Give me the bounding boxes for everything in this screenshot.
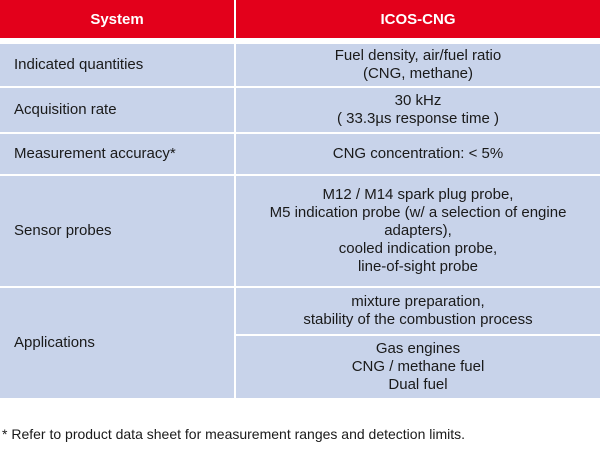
header-row: System ICOS-CNG [0,0,600,38]
value-line: CNG / methane fuel [351,358,485,375]
value-line: stability of the combustion process [303,311,533,328]
table-row: Indicated quantities Fuel density, air/f… [0,38,600,86]
value-line: Gas engines [375,340,461,357]
value-line: 30 kHz [394,92,442,109]
row-label: Acquisition rate [0,86,236,132]
value-line: adapters), [384,222,452,239]
value-line: Fuel density, air/fuel ratio [334,47,502,64]
header-product: ICOS-CNG [236,0,600,38]
value-line: mixture preparation, [351,293,485,310]
table-row: Gas engines CNG / methane fuel Dual fuel [0,334,600,398]
value-line: Dual fuel [388,376,448,393]
spec-table: System ICOS-CNG Indicated quantities Fue… [0,0,600,398]
row-value: Gas engines CNG / methane fuel Dual fuel [236,334,600,398]
value-line: M5 indication probe (w/ a selection of e… [269,204,567,221]
footnote: * Refer to product data sheet for measur… [2,426,466,442]
value-line: CNG concentration: < 5% [332,145,504,162]
table-row: Measurement accuracy* CNG concentration:… [0,132,600,174]
row-value: 30 kHz ( 33.3µs response time ) [236,86,600,132]
value-line: M12 / M14 spark plug probe, [322,186,514,203]
row-label: Applications [0,286,236,398]
table-row: Acquisition rate 30 kHz ( 33.3µs respons… [0,86,600,132]
row-label: Sensor probes [0,174,236,286]
header-system: System [0,0,236,38]
value-line: (CNG, methane) [362,65,474,82]
table-row: Sensor probes M12 / M14 spark plug probe… [0,174,600,286]
row-value: M12 / M14 spark plug probe, M5 indicatio… [236,174,600,286]
row-value: Fuel density, air/fuel ratio (CNG, metha… [236,38,600,86]
value-line: ( 33.3µs response time ) [336,110,500,127]
row-value: mixture preparation, stability of the co… [236,286,600,334]
table-row: Applications mixture preparation, stabil… [0,286,600,398]
row-value: CNG concentration: < 5% [236,132,600,174]
value-line: cooled indication probe, [338,240,498,257]
row-label: Measurement accuracy* [0,132,236,174]
row-label: Indicated quantities [0,38,236,86]
value-line: line-of-sight probe [357,258,479,275]
